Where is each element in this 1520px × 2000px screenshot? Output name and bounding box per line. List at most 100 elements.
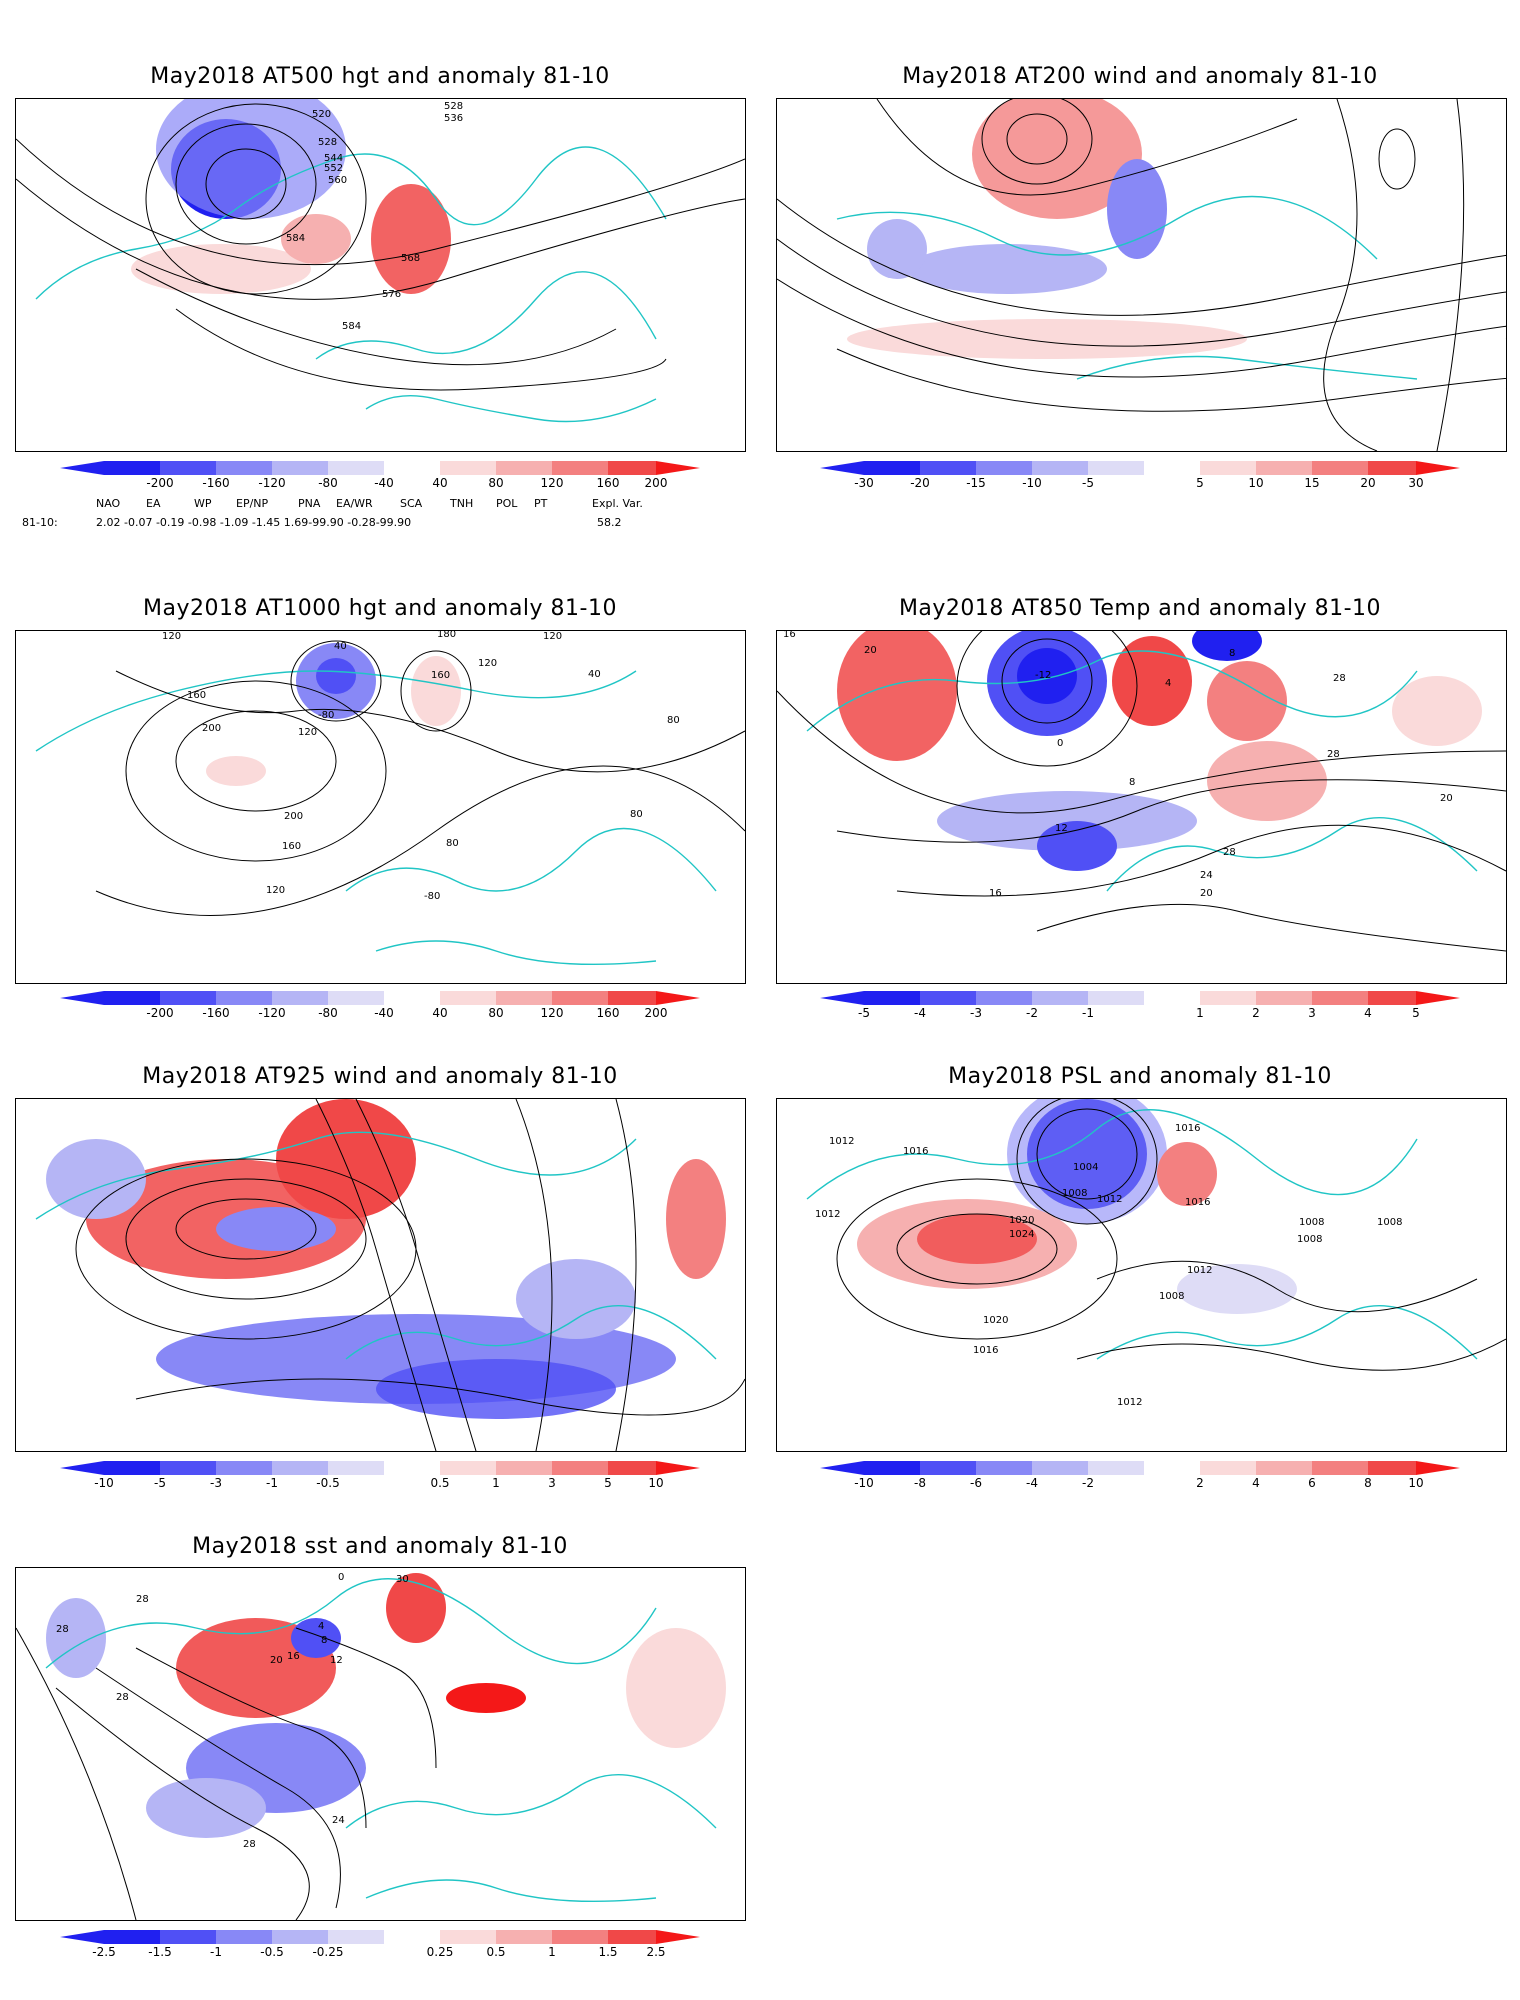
tick-label: 1 — [1196, 1006, 1204, 1020]
tick-label: -1 — [1082, 1006, 1094, 1020]
tick-label: 10 — [1408, 1476, 1424, 1490]
tick-label: 4 — [1252, 1476, 1260, 1490]
svg-text:80: 80 — [667, 715, 680, 726]
panel-at500: May2018 AT500 hgt and anomaly 81-10 — [0, 0, 760, 530]
tick-label: -200 — [146, 1006, 174, 1020]
svg-text:-80: -80 — [424, 891, 440, 902]
map-sst: 0 28 28 4 8 12 16 20 28 24 28 30 — [15, 1567, 746, 1921]
coastlines — [836, 195, 1418, 380]
svg-text:28: 28 — [1327, 749, 1340, 760]
panel-psl: May2018 PSL and anomaly 81-10 — [760, 1000, 1520, 1490]
svg-text:12: 12 — [330, 1655, 343, 1666]
tick-label: -80 — [318, 476, 338, 490]
svg-text:4: 4 — [318, 1621, 324, 1632]
coastlines — [35, 146, 667, 423]
svg-text:24: 24 — [332, 1815, 345, 1826]
tele-row-label: 81-10: — [22, 516, 58, 529]
anomaly-shading — [131, 99, 451, 294]
svg-text:20: 20 — [1200, 888, 1213, 899]
coastlines — [35, 670, 717, 966]
panel-title: May2018 AT500 hgt and anomaly 81-10 — [150, 64, 610, 89]
temp-contours — [777, 631, 1506, 952]
map-at200 — [776, 98, 1507, 452]
tick-label: 6 — [1308, 1476, 1316, 1490]
svg-text:28: 28 — [1223, 847, 1236, 858]
svg-text:-12: -12 — [1035, 670, 1051, 681]
tick-label: 2 — [1252, 1006, 1260, 1020]
svg-text:584: 584 — [342, 321, 361, 332]
tick-label: 80 — [488, 476, 504, 490]
tick-label: 10 — [1248, 476, 1264, 490]
tick-label: 40 — [432, 1006, 448, 1020]
svg-text:1008: 1008 — [1062, 1188, 1087, 1199]
contour-labels: 0 28 28 4 8 12 16 20 28 24 28 30 — [56, 1572, 409, 1850]
tick-label: -160 — [202, 476, 230, 490]
tick-label: 4 — [1364, 1006, 1372, 1020]
tick-label: -3 — [210, 1476, 222, 1490]
svg-text:544: 544 — [324, 153, 343, 164]
tick-label: -160 — [202, 1006, 230, 1020]
svg-text:30: 30 — [396, 1574, 409, 1585]
coastlines — [806, 650, 1478, 892]
svg-text:1016: 1016 — [973, 1345, 998, 1356]
contour-labels: 528 536 520 528 544 552 560 568 576 584 … — [286, 101, 463, 332]
tick-label: 20 — [1360, 476, 1376, 490]
tick-label: 2 — [1196, 1476, 1204, 1490]
tick-label: 1 — [492, 1476, 500, 1490]
svg-text:80: 80 — [630, 809, 643, 820]
map-svg: 0 28 28 4 8 12 16 20 28 24 28 30 — [16, 1572, 726, 1920]
tick-label: 10 — [648, 1476, 664, 1490]
tick-label: -0.5 — [316, 1476, 340, 1490]
colorbar: -5 -4 -3 -2 -1 1 2 3 4 5 — [820, 991, 1460, 1020]
tick-label: -40 — [374, 1006, 394, 1020]
anomaly-shading — [847, 99, 1247, 359]
svg-text:8: 8 — [1129, 777, 1135, 788]
map-svg — [35, 1099, 745, 1451]
tele-header: WP — [194, 497, 212, 510]
tick-label: -0.5 — [260, 1945, 284, 1959]
svg-text:1008: 1008 — [1377, 1217, 1402, 1228]
coastlines — [806, 1109, 1478, 1360]
tick-label: 120 — [540, 1006, 564, 1020]
map-svg: 16 20 -12 0 4 8 28 28 8 12 20 28 24 16 2… — [777, 631, 1506, 952]
map-at925 — [15, 1098, 746, 1452]
tick-label: 2.5 — [646, 1945, 666, 1959]
tick-label: -1 — [266, 1476, 278, 1490]
anomaly-shading — [46, 1099, 726, 1419]
panel-at850: May2018 AT850 Temp and anomaly 81-10 — [760, 530, 1520, 1020]
panel-title: May2018 sst and anomaly 81-10 — [192, 1534, 568, 1559]
colorbar: -2.5 -1.5 -1 -0.5 -0.25 0.25 0.5 1 1.5 2… — [60, 1930, 700, 1959]
tick-label: -10 — [94, 1476, 114, 1490]
tick-label: 5 — [604, 1476, 612, 1490]
svg-text:24: 24 — [1200, 870, 1213, 881]
tele-expl-var: 58.2 — [597, 516, 622, 529]
svg-text:120: 120 — [162, 631, 181, 642]
tick-label: -5 — [1082, 476, 1094, 490]
tick-label: -6 — [970, 1476, 982, 1490]
tick-label: -5 — [154, 1476, 166, 1490]
panel-at200: May2018 AT200 wind and anomaly 81-10 — [760, 0, 1520, 530]
svg-text:568: 568 — [401, 253, 420, 264]
colorbar: -200 -160 -120 -80 -40 40 80 120 160 200 — [60, 991, 700, 1020]
tele-header: NAO — [96, 497, 121, 510]
tick-label: -120 — [258, 1006, 286, 1020]
svg-text:528: 528 — [444, 101, 463, 112]
tick-label: 15 — [1304, 476, 1320, 490]
tick-label: 3 — [548, 1476, 556, 1490]
tick-label: 5 — [1196, 476, 1204, 490]
tick-label: 0.5 — [430, 1476, 450, 1490]
svg-text:8: 8 — [1229, 648, 1235, 659]
svg-text:552: 552 — [324, 163, 343, 174]
svg-text:560: 560 — [328, 175, 347, 186]
tick-label: -0.25 — [312, 1945, 344, 1959]
colorbar-svg — [60, 1930, 700, 1944]
svg-text:28: 28 — [243, 1839, 256, 1850]
svg-text:1012: 1012 — [1117, 1397, 1142, 1408]
anomaly-shading — [837, 631, 1482, 871]
map-at850: 16 20 -12 0 4 8 28 28 8 12 20 28 24 16 2… — [776, 630, 1507, 984]
svg-text:28: 28 — [136, 1594, 149, 1605]
colorbar-svg — [60, 991, 700, 1005]
svg-text:28: 28 — [56, 1624, 69, 1635]
tick-label: -15 — [966, 476, 986, 490]
svg-text:160: 160 — [431, 670, 450, 681]
